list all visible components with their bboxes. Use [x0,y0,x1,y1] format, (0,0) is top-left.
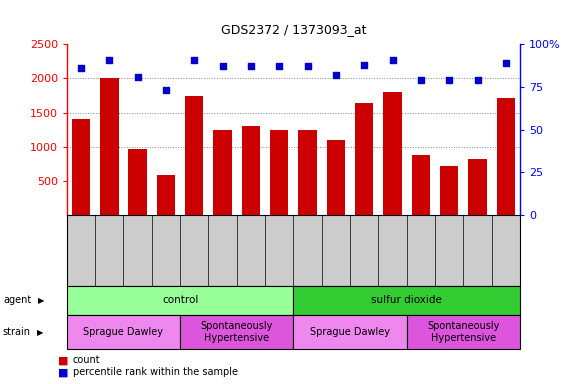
Point [416,77,425,83]
Bar [157,175,175,215]
Text: Spontaneously
Hypertensive: Spontaneously Hypertensive [200,321,273,343]
Text: GDS2372 / 1373093_at: GDS2372 / 1373093_at [221,23,366,36]
Bar [497,98,515,215]
Text: agent: agent [3,295,31,306]
Bar [327,140,345,215]
Point [105,56,114,63]
Point [275,63,284,70]
Bar [293,315,407,349]
Text: Sprague Dawley: Sprague Dawley [310,327,390,337]
Bar [180,315,293,349]
Point [303,63,312,70]
Point [189,56,199,63]
Text: sulfur dioxide: sulfur dioxide [371,295,442,306]
Bar [293,286,520,315]
Point [133,74,142,80]
Bar [407,315,520,349]
Text: strain: strain [3,327,31,337]
Bar [128,149,147,215]
Text: ▶: ▶ [37,328,43,337]
Bar [468,159,487,215]
Bar [72,119,90,215]
Bar [242,126,260,215]
Text: Spontaneously
Hypertensive: Spontaneously Hypertensive [427,321,500,343]
Text: percentile rank within the sample: percentile rank within the sample [73,367,238,377]
Text: ■: ■ [58,355,69,365]
Point [360,61,369,68]
Point [473,77,482,83]
Point [331,72,340,78]
Text: Sprague Dawley: Sprague Dawley [84,327,163,337]
Point [388,56,397,63]
Bar [100,78,119,215]
Bar [213,129,232,215]
Bar [67,286,293,315]
Text: count: count [73,355,101,365]
Point [246,63,256,70]
Bar [299,129,317,215]
Point [162,87,171,93]
Bar [185,96,203,215]
Bar [355,103,374,215]
Bar [412,155,430,215]
Text: ▶: ▶ [38,296,44,305]
Bar [67,315,180,349]
Point [444,77,454,83]
Text: ■: ■ [58,367,69,377]
Point [76,65,85,71]
Bar [440,166,458,215]
Bar [383,92,401,215]
Text: control: control [162,295,198,306]
Bar [270,129,288,215]
Point [501,60,511,66]
Point [218,63,227,70]
